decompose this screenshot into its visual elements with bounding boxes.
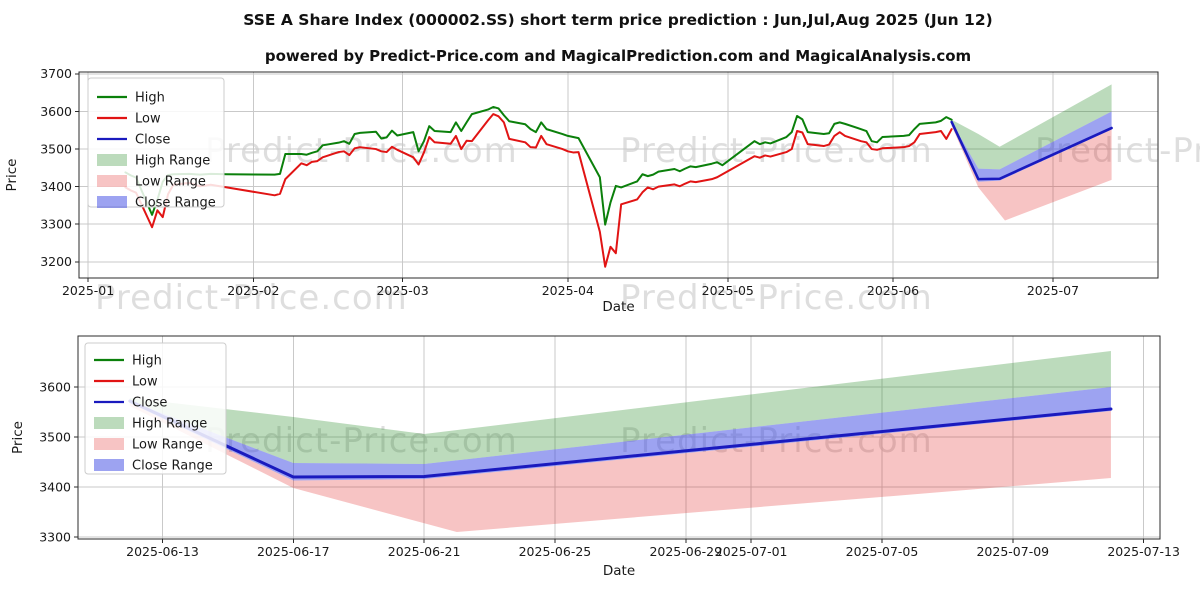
x-tick-label: 2025-06-17: [257, 544, 330, 559]
legend-label: Close: [132, 396, 167, 411]
y-tick-label: 3400: [39, 479, 71, 494]
high-range-legend-swatch: [94, 417, 124, 429]
y-axis-label: Price: [10, 421, 26, 454]
watermark-text: Predict-Price.com: [620, 278, 933, 318]
legend-label: Low: [132, 375, 158, 390]
watermark-text: Predict-Price.com: [620, 131, 933, 171]
watermark-text: Predict-Price.com: [205, 421, 518, 461]
legend-label: Low: [135, 112, 161, 127]
legend: High Low Close High Range Low Range Close Ran…: [87, 77, 225, 211]
watermark-text: Predict-Price.com: [95, 278, 408, 318]
high-range-band: [129, 351, 1111, 464]
x-axis: 2025-01 2025-02 2025-03 2025-04 2025-05 2025-…: [62, 278, 1079, 315]
low-line: [124, 113, 953, 268]
high-range-band: [951, 84, 1112, 170]
x-tick-label: 2025-07-01: [715, 544, 788, 559]
x-axis-label: Date: [603, 563, 635, 579]
legend-item-low: Low: [94, 375, 158, 390]
high-line: [124, 105, 953, 226]
y-tick-label: 3600: [39, 379, 71, 394]
close-range-legend-swatch: [97, 196, 127, 208]
legend-label: High Range: [132, 417, 207, 432]
x-tick-label: 2025-07-09: [976, 544, 1049, 559]
low-range-band: [951, 123, 1112, 221]
y-tick-label: 3200: [40, 254, 72, 269]
watermark-text: Predict-Price.com: [205, 131, 518, 171]
legend-label: Close Range: [135, 196, 216, 211]
legend-item-high: High: [97, 91, 165, 106]
legend-item-low-range: Low Range: [94, 438, 203, 453]
chart-title: SSE A Share Index (000002.SS) short term…: [243, 11, 993, 29]
y-tick-label: 3400: [40, 179, 72, 194]
low-range-legend-swatch: [94, 438, 124, 450]
y-axis: 3200 3300 3400 3500 3600 3700 Price: [4, 66, 79, 269]
legend-item-low: Low: [97, 112, 161, 127]
x-axis: 2025-06-13 2025-06-17 2025-06-21 2025-06-25…: [126, 539, 1180, 579]
y-tick-label: 3300: [39, 529, 71, 544]
y-tick-label: 3600: [40, 104, 72, 119]
prediction-bands: [951, 84, 1112, 221]
x-tick-label: 2025-07: [1027, 283, 1079, 298]
x-tick-label: 2025-02: [227, 283, 279, 298]
legend: High Low Close High Range Low Range Close Ran…: [84, 342, 227, 475]
x-tick-label: 2025-01: [62, 283, 114, 298]
chart-subtitle: powered by Predict-Price.com and Magical…: [264, 47, 972, 65]
full-history-chart: 2025-01 2025-02 2025-03 2025-04 2025-05 2025-…: [4, 66, 1159, 315]
legend-label: Low Range: [135, 175, 206, 190]
legend-label: Close: [135, 133, 170, 148]
x-tick-label: 2025-06-29: [649, 544, 722, 559]
x-tick-label: 2025-05: [702, 283, 754, 298]
legend-label: Low Range: [132, 438, 203, 453]
close-line: [950, 120, 1113, 181]
plot-border: [78, 71, 1159, 279]
legend-item-close: Close: [94, 396, 167, 411]
y-tick-label: 3500: [39, 429, 71, 444]
legend-item-high-range: High Range: [94, 417, 207, 432]
x-axis-label: Date: [602, 299, 634, 315]
prediction-zoom-chart: 2025-06-13 2025-06-17 2025-06-21 2025-06-25…: [10, 335, 1180, 579]
x-tick-label: 2025-06-25: [519, 544, 592, 559]
x-tick-label: 2025-07-13: [1107, 544, 1180, 559]
legend-label: High: [135, 91, 165, 106]
high-range-legend-swatch: [97, 154, 127, 166]
x-tick-label: 2025-06: [867, 283, 919, 298]
y-tick-label: 3700: [40, 66, 72, 81]
x-tick-label: 2025-07-05: [846, 544, 919, 559]
prediction-bands: [129, 351, 1111, 532]
y-tick-label: 3300: [40, 217, 72, 232]
x-tick-label: 2025-04: [542, 283, 594, 298]
x-tick-label: 2025-03: [376, 283, 428, 298]
legend-label: High Range: [135, 154, 210, 169]
close-range-legend-swatch: [94, 459, 124, 471]
legend-label: High: [132, 354, 162, 369]
legend-label: Close Range: [132, 459, 213, 474]
y-axis-label: Price: [4, 159, 20, 192]
legend-item-high: High: [94, 354, 162, 369]
y-axis: 3300 3400 3500 3600 Price: [10, 379, 78, 544]
x-tick-label: 2025-06-21: [388, 544, 461, 559]
legend-item-close-range: Close Range: [97, 196, 216, 211]
x-tick-label: 2025-06-13: [126, 544, 199, 559]
legend-item-close-range: Close Range: [94, 459, 213, 474]
low-range-band: [129, 403, 1111, 532]
legend-item-low-range: Low Range: [97, 175, 206, 190]
y-tick-label: 3500: [40, 141, 72, 156]
legend-item-close: Close: [97, 133, 170, 148]
low-range-legend-swatch: [97, 175, 127, 187]
legend-item-high-range: High Range: [97, 154, 210, 169]
